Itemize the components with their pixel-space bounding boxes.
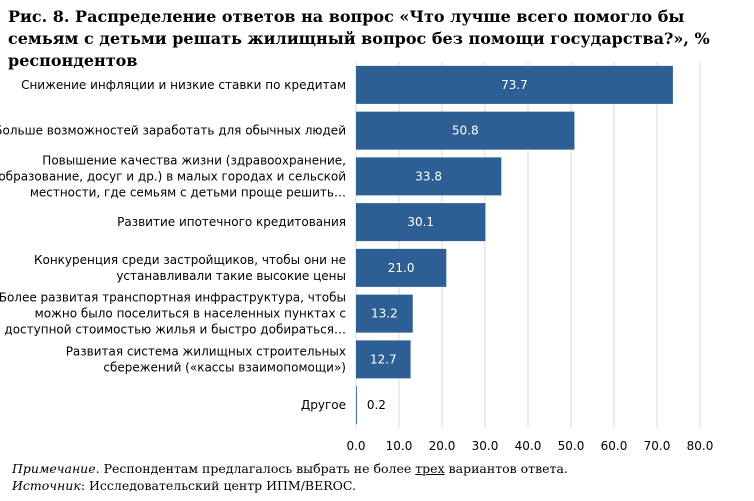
bars xyxy=(356,65,673,425)
x-tick-label: 20.0 xyxy=(429,439,456,453)
x-tick-label: 10.0 xyxy=(386,439,413,453)
note: Примечание. Респондентам предлагалось вы… xyxy=(12,461,568,477)
bar-chart: Снижение инфляции и низкие ставки по кре… xyxy=(0,62,713,453)
note-text-underlined: трех xyxy=(415,461,445,476)
x-tick-label: 0.0 xyxy=(346,439,365,453)
value-label: 13.2 xyxy=(371,307,398,321)
note-label: Примечание xyxy=(12,461,96,476)
note-text-pre: . Респондентам предлагалось выбрать не б… xyxy=(95,461,416,476)
source-label: Источник xyxy=(12,478,81,493)
source-text: : Исследовательский центр ИПМ/BEROC. xyxy=(80,478,356,493)
x-tick-label: 80.0 xyxy=(687,439,714,453)
bar xyxy=(356,65,673,104)
bar xyxy=(356,340,411,379)
category-labels: Снижение инфляции и низкие ставки по кре… xyxy=(0,78,346,412)
x-tick-label: 50.0 xyxy=(558,439,585,453)
category-label: Развитие ипотечного кредитования xyxy=(117,215,346,229)
value-label: 12.7 xyxy=(370,352,397,366)
value-label: 50.8 xyxy=(452,124,479,138)
source: Источник: Исследовательский центр ИПМ/BE… xyxy=(12,478,356,494)
category-label: Снижение инфляции и низкие ставки по кре… xyxy=(21,78,346,92)
note-text-post: вариантов ответа. xyxy=(444,461,568,476)
bar xyxy=(356,111,575,150)
x-tick-label: 40.0 xyxy=(515,439,542,453)
value-labels: 73.7 50.8 33.8 30.1 21.0 13.2 12.7 0.2 xyxy=(367,78,528,412)
category-label: Конкуренция среди застройщиков, чтобы он… xyxy=(34,253,346,283)
x-tick-label: 70.0 xyxy=(644,439,671,453)
bar xyxy=(356,294,413,333)
x-tick-label: 30.0 xyxy=(472,439,499,453)
category-label: Другое xyxy=(301,398,346,412)
bar xyxy=(356,203,486,242)
value-label: 33.8 xyxy=(415,169,442,183)
x-axis-ticks: 0.0 10.0 20.0 30.0 40.0 50.0 60.0 70.0 80.0 xyxy=(346,439,713,453)
bar xyxy=(356,386,357,425)
category-label: Более развитая транспортная инфраструкту… xyxy=(0,291,346,337)
chart-title: Рис. 8. Распределение ответов на вопрос … xyxy=(8,7,710,70)
value-label: 21.0 xyxy=(388,261,415,275)
bar xyxy=(356,157,502,196)
value-label: 73.7 xyxy=(501,78,528,92)
value-label: 0.2 xyxy=(367,398,386,412)
category-label: Повышение качества жизни (здравоохранени… xyxy=(0,153,346,199)
category-label: Развитая система жилищных строительных сб… xyxy=(66,344,346,374)
value-label: 30.1 xyxy=(407,215,434,229)
x-tick-label: 60.0 xyxy=(601,439,628,453)
category-label: Больше возможностей заработать для обычн… xyxy=(0,124,346,138)
bar xyxy=(356,248,447,287)
